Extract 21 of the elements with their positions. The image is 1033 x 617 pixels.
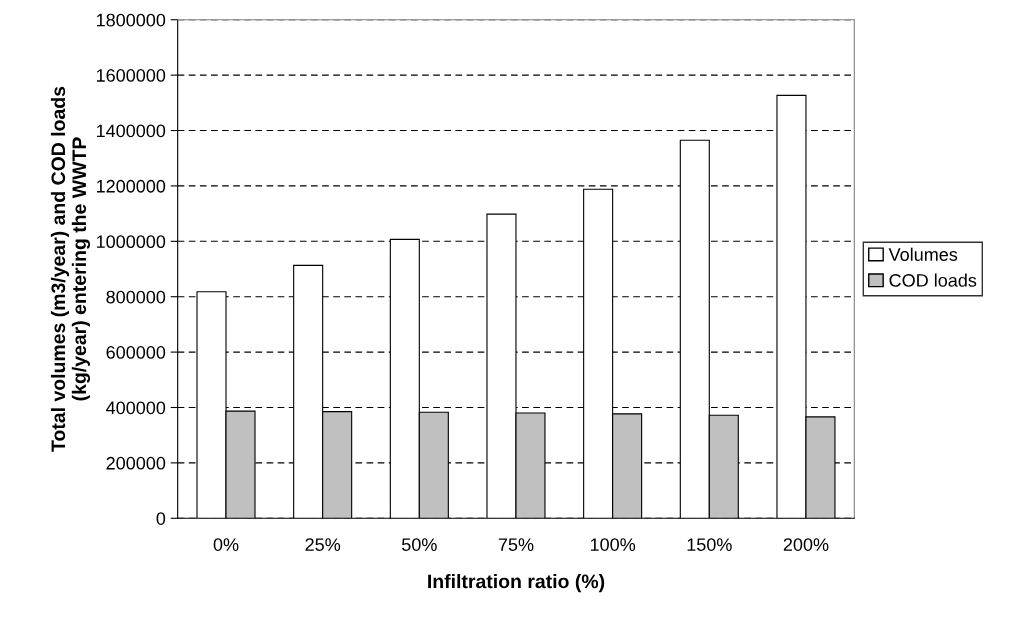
legend-label: COD loads [889, 273, 977, 287]
x-axis-title: Infiltration ratio (%) [428, 574, 605, 593]
y-tick-label: 1200000 [96, 179, 166, 193]
y-axis-title: Total volumes (m3/year) and COD loads (kg/year) entering the WWTP [50, 86, 91, 452]
x-tick-label: 75% [498, 538, 534, 551]
x-tick-label: 50% [401, 538, 437, 551]
x-tick-label: 100% [590, 538, 636, 551]
y-tick-label: 1600000 [96, 69, 166, 82]
y-tick-label: 200000 [106, 456, 166, 470]
y-tick-label: 1000000 [96, 235, 166, 249]
x-tick-label: 0% [213, 538, 239, 551]
y-tick-label: 800000 [106, 290, 166, 304]
x-tick-label: 200% [783, 538, 829, 551]
y-tick-label: 1800000 [96, 13, 166, 27]
x-tick-label: 25% [305, 538, 341, 551]
legend-label: Volumes [888, 247, 958, 261]
y-tick-label: 0 [156, 512, 166, 525]
y-tick-label: 1400000 [96, 124, 166, 138]
x-tick-label: 150% [687, 538, 732, 551]
y-tick-label: 600000 [106, 346, 166, 359]
y-tick-label: 400000 [106, 401, 166, 415]
